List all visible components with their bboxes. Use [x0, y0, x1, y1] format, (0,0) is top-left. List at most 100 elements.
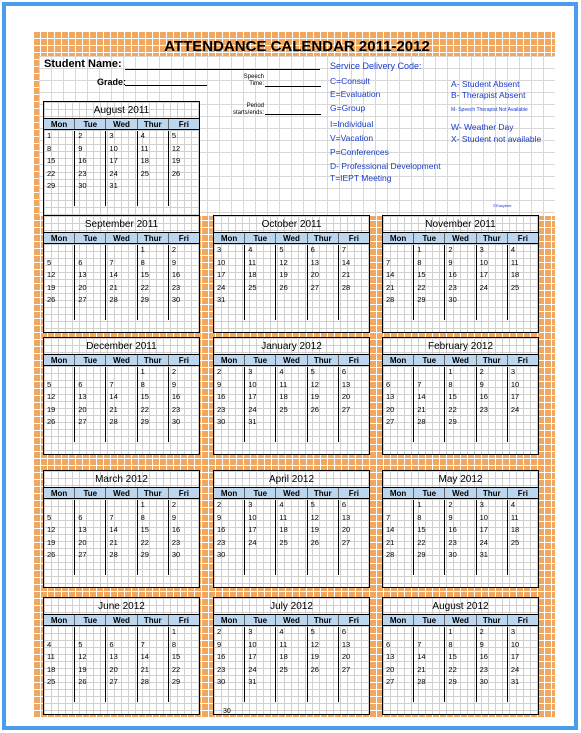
day-cell[interactable]: 1 — [444, 627, 475, 640]
day-cell[interactable] — [44, 194, 74, 207]
day-cell[interactable] — [413, 367, 444, 380]
day-cell[interactable]: 7 — [337, 245, 369, 258]
day-cell[interactable]: 2 — [475, 367, 507, 380]
day-cell[interactable]: 27 — [337, 664, 369, 677]
day-cell[interactable]: 20 — [74, 404, 105, 417]
day-cell[interactable] — [383, 690, 413, 703]
day-cell[interactable]: 4 — [275, 627, 306, 640]
day-cell[interactable] — [337, 307, 369, 320]
day-cell[interactable] — [306, 429, 338, 442]
day-cell[interactable]: 15 — [167, 652, 199, 665]
day-cell[interactable]: 18 — [244, 270, 275, 283]
day-cell[interactable]: 6 — [74, 379, 105, 392]
day-cell[interactable]: 28 — [105, 417, 136, 430]
day-cell[interactable]: 3 — [506, 627, 538, 640]
day-cell[interactable] — [136, 429, 168, 442]
day-cell[interactable]: 16 — [444, 270, 475, 283]
day-cell[interactable]: 5 — [47, 379, 52, 389]
day-cell[interactable]: 5 — [275, 245, 306, 258]
day-cell[interactable]: 10 — [475, 512, 507, 525]
day-cell[interactable]: 12 — [306, 512, 338, 525]
day-cell[interactable]: 31 — [244, 417, 275, 430]
day-cell[interactable]: 14 — [413, 392, 444, 405]
day-cell[interactable]: 8 — [136, 257, 168, 270]
day-cell[interactable]: 3 — [217, 245, 222, 254]
day-cell[interactable]: 26 — [306, 404, 338, 417]
day-cell[interactable]: 16 — [167, 525, 199, 538]
day-cell[interactable]: 1 — [167, 627, 199, 640]
day-cell[interactable]: 24 — [506, 404, 538, 417]
day-cell[interactable] — [275, 429, 306, 442]
day-cell[interactable]: 5 — [306, 627, 338, 640]
day-cell[interactable] — [167, 562, 199, 575]
day-cell[interactable]: 30 — [444, 295, 475, 308]
day-cell[interactable]: 11 — [136, 143, 168, 156]
day-cell[interactable]: 12 — [306, 639, 338, 652]
day-cell[interactable]: 22 — [444, 404, 475, 417]
day-cell[interactable]: 16 — [217, 525, 226, 534]
day-cell[interactable]: 1 — [413, 500, 444, 513]
day-cell[interactable]: 19 — [167, 156, 199, 169]
day-cell[interactable]: 1 — [47, 131, 52, 140]
day-cell[interactable]: 1 — [136, 245, 168, 258]
day-cell[interactable] — [214, 430, 244, 443]
day-cell[interactable]: 23 — [167, 404, 199, 417]
day-cell[interactable]: 2 — [217, 367, 222, 376]
day-cell[interactable] — [383, 627, 413, 640]
day-cell[interactable] — [74, 429, 105, 442]
day-cell[interactable]: 13 — [337, 379, 369, 392]
day-cell[interactable]: 28 — [105, 295, 136, 308]
day-cell[interactable] — [136, 181, 168, 194]
day-cell[interactable] — [506, 307, 538, 320]
day-cell[interactable] — [413, 562, 444, 575]
day-cell[interactable]: 16 — [444, 525, 475, 538]
day-cell[interactable]: 29 — [47, 181, 56, 190]
day-cell[interactable]: 17 — [244, 652, 275, 665]
day-cell[interactable] — [275, 562, 306, 575]
day-cell[interactable]: 13 — [306, 257, 338, 270]
day-cell[interactable]: 11 — [275, 639, 306, 652]
day-cell[interactable]: 8 — [413, 257, 444, 270]
day-cell[interactable]: 3 — [244, 367, 275, 380]
day-cell[interactable]: 18 — [506, 270, 538, 283]
day-cell[interactable]: 2 — [74, 131, 105, 144]
day-cell[interactable] — [413, 689, 444, 702]
day-cell[interactable]: 8 — [444, 379, 475, 392]
day-cell[interactable]: 23 — [167, 537, 199, 550]
day-cell[interactable]: 6 — [74, 257, 105, 270]
day-cell[interactable]: 25 — [506, 537, 538, 550]
day-cell[interactable]: 3 — [105, 131, 136, 144]
day-cell[interactable]: 20 — [306, 270, 338, 283]
day-cell[interactable]: 28 — [337, 282, 369, 295]
day-cell[interactable]: 21 — [386, 282, 395, 292]
day-cell[interactable]: 13 — [105, 652, 136, 665]
day-cell[interactable] — [244, 295, 275, 308]
day-cell[interactable]: 21 — [136, 664, 168, 677]
day-cell[interactable] — [506, 295, 538, 308]
day-cell[interactable]: 29 — [444, 677, 475, 690]
day-cell[interactable] — [74, 562, 105, 575]
grade-field[interactable] — [125, 85, 207, 86]
day-cell[interactable]: 21 — [413, 664, 444, 677]
day-cell[interactable]: 2 — [167, 500, 199, 513]
day-cell[interactable]: 24 — [105, 168, 136, 181]
day-cell[interactable]: 11 — [506, 512, 538, 525]
day-cell[interactable]: 25 — [275, 664, 306, 677]
day-cell[interactable] — [105, 307, 136, 320]
day-cell[interactable]: 27 — [337, 404, 369, 417]
day-cell[interactable] — [306, 689, 338, 702]
day-cell[interactable]: 31 — [244, 677, 275, 690]
day-cell[interactable]: 6 — [105, 639, 136, 652]
day-cell[interactable]: 17 — [217, 270, 226, 279]
day-cell[interactable]: 25 — [275, 537, 306, 550]
day-cell[interactable] — [244, 550, 275, 563]
day-cell[interactable] — [306, 550, 338, 563]
day-cell[interactable]: 28 — [386, 550, 395, 559]
day-cell[interactable]: 12 — [167, 143, 199, 156]
day-cell[interactable] — [337, 417, 369, 430]
day-cell[interactable]: 9 — [217, 639, 222, 649]
day-cell[interactable]: 29 — [167, 677, 199, 690]
day-cell[interactable]: 22 — [136, 537, 168, 550]
day-cell[interactable] — [337, 562, 369, 575]
day-cell[interactable] — [383, 367, 413, 380]
